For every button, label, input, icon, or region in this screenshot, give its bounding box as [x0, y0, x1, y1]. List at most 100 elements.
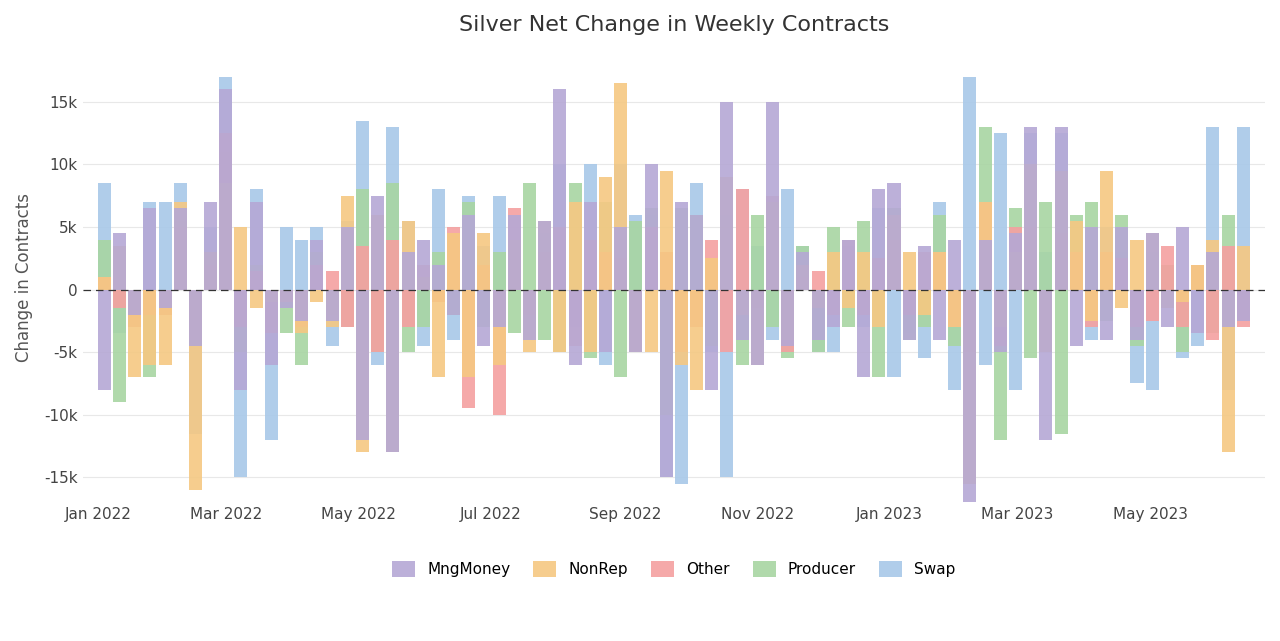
Bar — [174, 227, 187, 290]
Bar — [234, 290, 247, 390]
Bar — [402, 221, 415, 290]
Bar — [675, 290, 687, 352]
Bar — [462, 290, 475, 377]
Bar — [538, 290, 552, 340]
Bar — [736, 290, 749, 365]
Bar — [462, 202, 475, 290]
Bar — [1236, 290, 1249, 327]
Bar — [1024, 127, 1037, 290]
Bar — [204, 252, 218, 290]
Bar — [796, 277, 809, 290]
Bar — [964, 290, 977, 503]
Bar — [477, 265, 490, 290]
Bar — [872, 258, 886, 290]
Bar — [296, 290, 308, 327]
Bar — [493, 290, 506, 327]
Bar — [189, 290, 202, 340]
Bar — [1207, 127, 1220, 290]
Bar — [310, 265, 324, 290]
Bar — [1176, 290, 1189, 302]
Bar — [477, 290, 490, 346]
Bar — [431, 190, 445, 290]
Bar — [781, 290, 794, 340]
Bar — [113, 246, 125, 290]
Bar — [1221, 290, 1235, 453]
Bar — [765, 202, 780, 290]
Bar — [1207, 290, 1220, 340]
Bar — [159, 290, 172, 308]
Bar — [1192, 290, 1204, 333]
Bar — [356, 290, 369, 440]
Bar — [524, 183, 536, 290]
Bar — [1100, 171, 1114, 290]
Bar — [948, 240, 961, 290]
Bar — [599, 202, 612, 290]
Bar — [493, 290, 506, 415]
Bar — [781, 290, 794, 358]
Bar — [402, 290, 415, 352]
Bar — [964, 290, 977, 352]
Bar — [1009, 290, 1021, 390]
Bar — [964, 290, 977, 352]
Bar — [705, 290, 718, 346]
Bar — [1070, 221, 1083, 290]
Bar — [599, 290, 612, 352]
Bar — [280, 290, 293, 333]
Bar — [1146, 252, 1158, 290]
Bar — [553, 290, 567, 352]
Bar — [948, 290, 961, 390]
Bar — [736, 190, 749, 290]
Bar — [902, 290, 915, 340]
Bar — [325, 290, 339, 346]
Bar — [143, 290, 156, 365]
Bar — [630, 290, 643, 352]
Bar — [447, 290, 460, 340]
Bar — [645, 227, 658, 290]
Bar — [872, 290, 886, 377]
Bar — [964, 290, 977, 483]
Bar — [265, 290, 278, 302]
Bar — [690, 290, 703, 390]
Bar — [234, 227, 247, 290]
Bar — [1009, 227, 1021, 290]
Bar — [159, 202, 172, 290]
Bar — [508, 290, 521, 333]
Bar — [736, 290, 749, 340]
Bar — [584, 165, 596, 290]
Bar — [417, 240, 430, 290]
Bar — [128, 290, 141, 377]
Bar — [1176, 290, 1189, 352]
Bar — [675, 290, 687, 365]
Bar — [417, 290, 430, 327]
Bar — [462, 290, 475, 408]
Bar — [1221, 215, 1235, 290]
Bar — [204, 227, 218, 290]
Bar — [1070, 290, 1083, 346]
Bar — [1039, 290, 1052, 340]
Bar — [1207, 290, 1220, 333]
Bar — [812, 290, 824, 352]
Bar — [1039, 290, 1052, 440]
Bar — [690, 183, 703, 290]
Bar — [630, 290, 643, 352]
Bar — [280, 227, 293, 290]
Bar — [751, 290, 764, 365]
Bar — [417, 277, 430, 290]
Bar — [250, 265, 262, 290]
Bar — [918, 290, 931, 327]
Bar — [948, 290, 961, 346]
Bar — [371, 215, 384, 290]
Bar — [872, 290, 886, 327]
Bar — [553, 227, 567, 290]
Bar — [751, 290, 764, 365]
Bar — [325, 290, 339, 321]
Bar — [1085, 290, 1098, 340]
Bar — [113, 233, 125, 290]
Bar — [143, 290, 156, 377]
Bar — [614, 83, 627, 290]
Bar — [659, 290, 673, 415]
Bar — [705, 240, 718, 290]
Bar — [493, 252, 506, 290]
Bar — [933, 215, 946, 290]
Bar — [902, 252, 915, 290]
